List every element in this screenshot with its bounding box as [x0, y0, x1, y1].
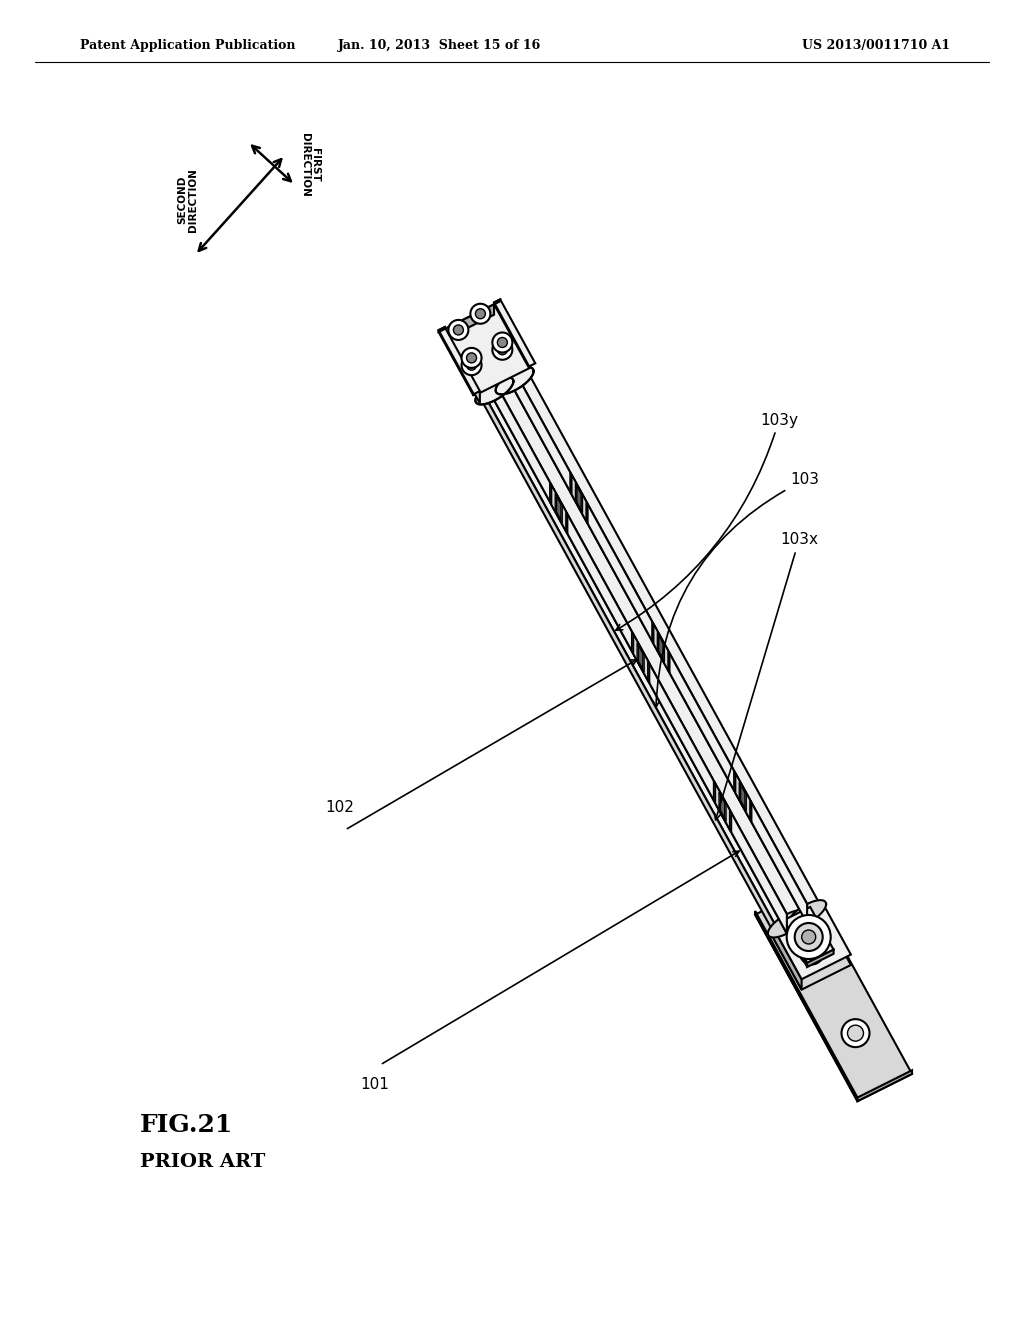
- Text: SECOND
DIRECTION: SECOND DIRECTION: [177, 168, 199, 232]
- Circle shape: [848, 1026, 863, 1041]
- Polygon shape: [788, 900, 826, 928]
- Polygon shape: [807, 949, 834, 968]
- Polygon shape: [496, 367, 534, 395]
- Polygon shape: [772, 902, 851, 979]
- Polygon shape: [740, 784, 745, 808]
- Polygon shape: [444, 329, 480, 404]
- Polygon shape: [768, 911, 806, 937]
- Polygon shape: [658, 635, 664, 659]
- Polygon shape: [577, 486, 582, 510]
- Polygon shape: [783, 907, 834, 962]
- Circle shape: [802, 931, 816, 944]
- Polygon shape: [739, 781, 746, 812]
- Polygon shape: [775, 903, 819, 935]
- Polygon shape: [444, 305, 529, 393]
- Circle shape: [475, 309, 485, 318]
- Text: 103: 103: [653, 473, 819, 708]
- Polygon shape: [482, 392, 775, 935]
- Polygon shape: [475, 378, 513, 404]
- Circle shape: [795, 923, 822, 950]
- Polygon shape: [637, 643, 644, 672]
- Polygon shape: [555, 494, 562, 523]
- Circle shape: [467, 352, 476, 363]
- Polygon shape: [755, 911, 857, 1101]
- Circle shape: [493, 333, 512, 352]
- Polygon shape: [720, 795, 725, 818]
- Polygon shape: [494, 300, 536, 367]
- Circle shape: [786, 915, 830, 960]
- Circle shape: [498, 338, 507, 347]
- Polygon shape: [475, 378, 513, 404]
- Polygon shape: [652, 622, 670, 673]
- Polygon shape: [438, 327, 480, 395]
- Polygon shape: [551, 484, 566, 531]
- Polygon shape: [735, 774, 751, 820]
- Polygon shape: [438, 327, 444, 333]
- Text: 102: 102: [326, 800, 354, 814]
- Polygon shape: [653, 624, 669, 671]
- Polygon shape: [857, 1071, 912, 1101]
- Circle shape: [842, 1019, 869, 1047]
- Polygon shape: [550, 482, 567, 533]
- Circle shape: [462, 348, 481, 368]
- Polygon shape: [714, 781, 731, 833]
- Polygon shape: [719, 792, 726, 821]
- Text: PRIOR ART: PRIOR ART: [140, 1152, 265, 1171]
- Polygon shape: [494, 300, 500, 305]
- Text: 103y: 103y: [615, 412, 798, 630]
- Polygon shape: [575, 483, 583, 512]
- Polygon shape: [633, 635, 648, 680]
- Polygon shape: [638, 645, 643, 669]
- Polygon shape: [496, 367, 534, 395]
- Polygon shape: [772, 912, 851, 990]
- Polygon shape: [515, 371, 807, 924]
- Polygon shape: [570, 473, 588, 524]
- Text: FIG.21: FIG.21: [140, 1113, 233, 1137]
- Polygon shape: [734, 771, 752, 822]
- Polygon shape: [444, 305, 494, 339]
- Circle shape: [462, 355, 481, 375]
- Polygon shape: [495, 381, 786, 933]
- Polygon shape: [438, 330, 474, 396]
- Text: 101: 101: [360, 1077, 389, 1092]
- Polygon shape: [571, 475, 587, 521]
- Polygon shape: [515, 371, 807, 924]
- Polygon shape: [482, 370, 819, 924]
- Circle shape: [467, 360, 476, 370]
- Polygon shape: [755, 887, 912, 1101]
- Circle shape: [806, 946, 817, 958]
- Polygon shape: [657, 632, 665, 661]
- Circle shape: [449, 319, 468, 341]
- Circle shape: [493, 339, 512, 360]
- Text: US 2013/0011710 A1: US 2013/0011710 A1: [802, 38, 950, 51]
- Polygon shape: [495, 381, 786, 933]
- Text: Jan. 10, 2013  Sheet 15 of 16: Jan. 10, 2013 Sheet 15 of 16: [338, 38, 542, 51]
- Polygon shape: [783, 920, 807, 968]
- Text: FIRST
DIRECTION: FIRST DIRECTION: [300, 133, 321, 197]
- Polygon shape: [556, 496, 561, 520]
- Text: 103x: 103x: [715, 532, 818, 820]
- Polygon shape: [772, 925, 802, 990]
- Circle shape: [454, 325, 464, 335]
- Circle shape: [470, 304, 490, 323]
- Polygon shape: [715, 784, 730, 830]
- Text: Patent Application Publication: Patent Application Publication: [80, 38, 296, 51]
- Circle shape: [498, 345, 507, 355]
- Polygon shape: [632, 631, 649, 682]
- Circle shape: [800, 940, 823, 965]
